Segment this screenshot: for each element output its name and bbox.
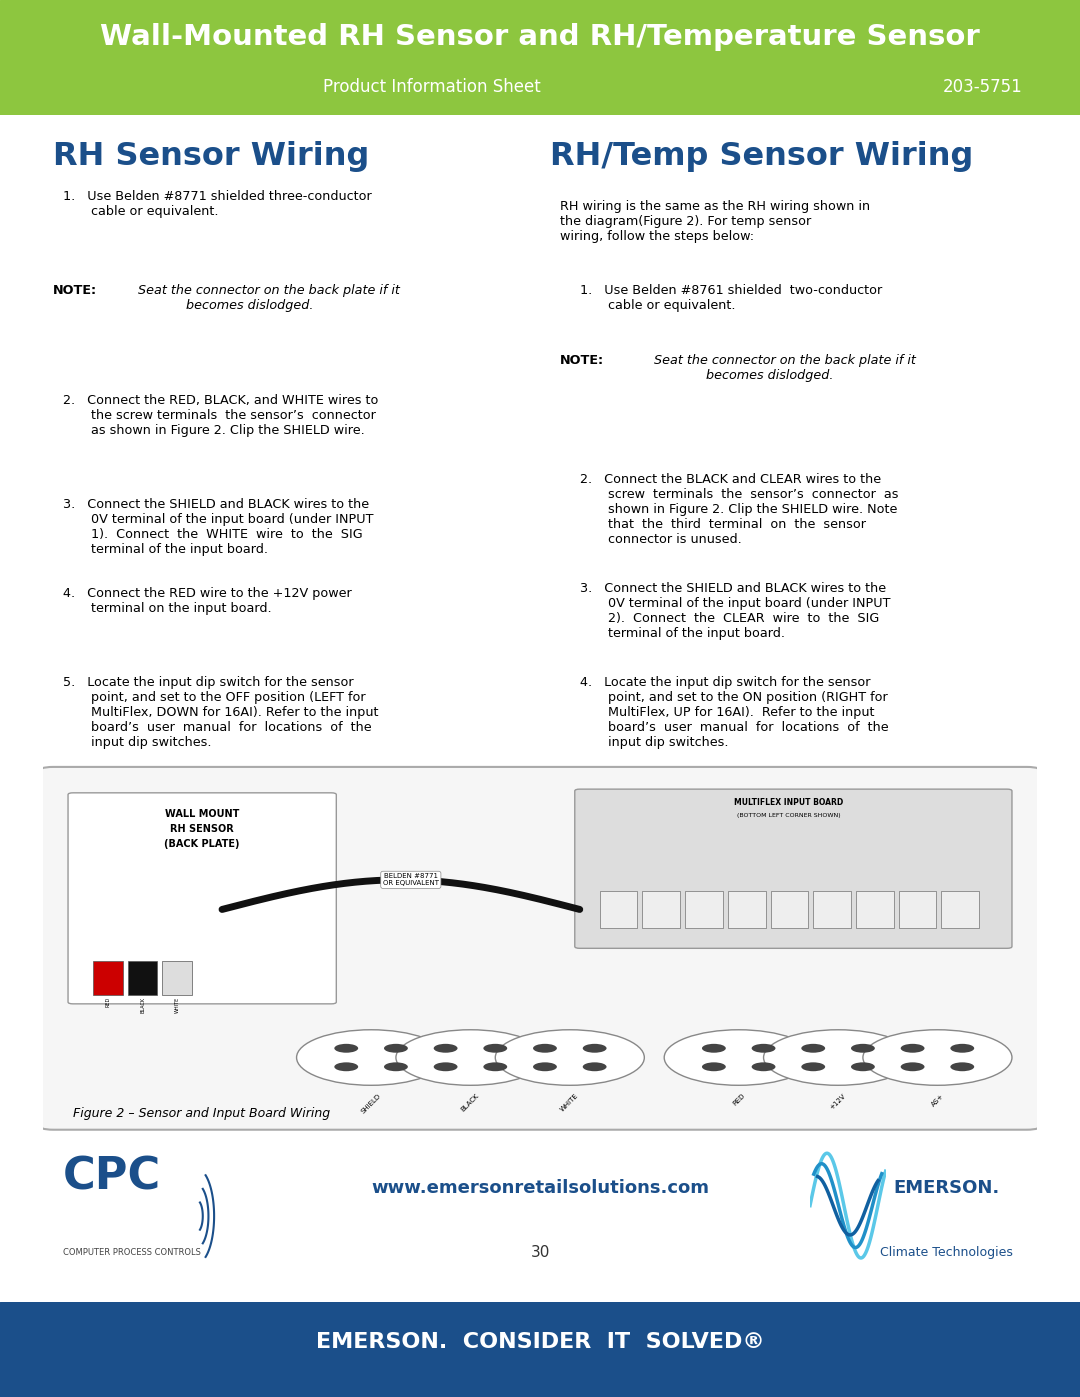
- Bar: [599, 891, 637, 928]
- Text: CPC: CPC: [63, 1155, 161, 1199]
- Text: 3.   Connect the SHIELD and BLACK wires to the
       0V terminal of the input b: 3. Connect the SHIELD and BLACK wires to…: [63, 497, 374, 556]
- Circle shape: [484, 1044, 508, 1053]
- Text: Figure 2 – Sensor and Input Board Wiring: Figure 2 – Sensor and Input Board Wiring: [73, 1108, 330, 1120]
- Text: BLACK: BLACK: [460, 1092, 481, 1113]
- Text: RED: RED: [105, 996, 110, 1007]
- Circle shape: [863, 1030, 1012, 1085]
- Text: SHIELD: SHIELD: [360, 1092, 382, 1115]
- Circle shape: [583, 1062, 607, 1071]
- Bar: [770, 891, 808, 928]
- Circle shape: [396, 1030, 545, 1085]
- Bar: [127, 961, 158, 995]
- Circle shape: [901, 1044, 924, 1053]
- Text: WALL MOUNT: WALL MOUNT: [165, 809, 240, 820]
- Text: NOTE:: NOTE:: [53, 285, 97, 298]
- Text: 4.   Connect the RED wire to the +12V power
       terminal on the input board.: 4. Connect the RED wire to the +12V powe…: [63, 587, 352, 615]
- Circle shape: [434, 1062, 458, 1071]
- Text: 30: 30: [530, 1245, 550, 1260]
- Text: WHITE: WHITE: [175, 996, 180, 1013]
- Text: 2.   Connect the BLACK and CLEAR wires to the
       screw  terminals  the  sens: 2. Connect the BLACK and CLEAR wires to …: [580, 474, 899, 546]
- Circle shape: [950, 1062, 974, 1071]
- Circle shape: [702, 1044, 726, 1053]
- Circle shape: [335, 1062, 359, 1071]
- Text: EMERSON.: EMERSON.: [893, 1179, 999, 1197]
- FancyBboxPatch shape: [68, 793, 336, 1004]
- Circle shape: [764, 1030, 913, 1085]
- Circle shape: [335, 1044, 359, 1053]
- Bar: [942, 891, 980, 928]
- Text: Wall-Mounted RH Sensor and RH/Temperature Sensor: Wall-Mounted RH Sensor and RH/Temperatur…: [100, 22, 980, 50]
- Bar: [643, 891, 680, 928]
- Circle shape: [851, 1044, 875, 1053]
- FancyBboxPatch shape: [38, 767, 1042, 1130]
- Circle shape: [950, 1044, 974, 1053]
- Text: NOTE:: NOTE:: [559, 353, 604, 367]
- Text: (BOTTOM LEFT CORNER SHOWN): (BOTTOM LEFT CORNER SHOWN): [737, 813, 840, 819]
- Circle shape: [534, 1044, 557, 1053]
- Circle shape: [496, 1030, 645, 1085]
- Circle shape: [801, 1062, 825, 1071]
- Text: 1.   Use Belden #8771 shielded three-conductor
       cable or equivalent.: 1. Use Belden #8771 shielded three-condu…: [63, 190, 372, 218]
- Text: 1.   Use Belden #8761 shielded  two-conductor
       cable or equivalent.: 1. Use Belden #8761 shielded two-conduct…: [580, 285, 882, 313]
- Bar: [685, 891, 723, 928]
- Circle shape: [384, 1062, 408, 1071]
- Circle shape: [434, 1044, 458, 1053]
- Text: RH Sensor Wiring: RH Sensor Wiring: [53, 141, 369, 172]
- Text: EMERSON.  CONSIDER  IT  SOLVED®: EMERSON. CONSIDER IT SOLVED®: [315, 1331, 765, 1352]
- Text: 4.   Locate the input dip switch for the sensor
       point, and set to the ON : 4. Locate the input dip switch for the s…: [580, 676, 889, 749]
- Text: RH wiring is the same as the RH wiring shown in
the diagram(Figure 2). For temp : RH wiring is the same as the RH wiring s…: [559, 200, 870, 243]
- Circle shape: [752, 1062, 775, 1071]
- Text: (BACK PLATE): (BACK PLATE): [164, 840, 240, 849]
- Circle shape: [901, 1062, 924, 1071]
- Text: 2.   Connect the RED, BLACK, and WHITE wires to
       the screw terminals  the : 2. Connect the RED, BLACK, and WHITE wir…: [63, 394, 378, 436]
- Circle shape: [583, 1044, 607, 1053]
- Text: COMPUTER PROCESS CONTROLS: COMPUTER PROCESS CONTROLS: [63, 1248, 201, 1256]
- Text: www.emersonretailsolutions.com: www.emersonretailsolutions.com: [372, 1179, 708, 1197]
- Circle shape: [664, 1030, 813, 1085]
- Circle shape: [702, 1062, 726, 1071]
- Bar: [728, 891, 766, 928]
- Text: RH/Temp Sensor Wiring: RH/Temp Sensor Wiring: [550, 141, 973, 172]
- Text: WHITE: WHITE: [559, 1092, 580, 1113]
- FancyBboxPatch shape: [575, 789, 1012, 949]
- Bar: [93, 961, 123, 995]
- Circle shape: [297, 1030, 446, 1085]
- Text: RED: RED: [731, 1092, 746, 1106]
- Text: +12V: +12V: [829, 1092, 847, 1111]
- Text: Seat the connector on the back plate if it
            becomes dislodged.: Seat the connector on the back plate if …: [137, 285, 400, 313]
- Circle shape: [851, 1062, 875, 1071]
- Circle shape: [801, 1044, 825, 1053]
- Text: AS+: AS+: [930, 1092, 945, 1108]
- Text: 203-5751: 203-5751: [943, 78, 1023, 96]
- Bar: [856, 891, 894, 928]
- Text: BLACK: BLACK: [140, 996, 145, 1013]
- Text: Seat the connector on the back plate if it
             becomes dislodged.: Seat the connector on the back plate if …: [654, 353, 916, 381]
- Text: 3.   Connect the SHIELD and BLACK wires to the
       0V terminal of the input b: 3. Connect the SHIELD and BLACK wires to…: [580, 583, 890, 640]
- Circle shape: [752, 1044, 775, 1053]
- Text: BELDEN #8771
OR EQUIVALENT: BELDEN #8771 OR EQUIVALENT: [382, 873, 438, 886]
- Text: RH SENSOR: RH SENSOR: [171, 824, 234, 834]
- Circle shape: [484, 1062, 508, 1071]
- Circle shape: [384, 1044, 408, 1053]
- Text: Product Information Sheet: Product Information Sheet: [323, 78, 541, 96]
- Text: MULTIFLEX INPUT BOARD: MULTIFLEX INPUT BOARD: [733, 799, 843, 807]
- Bar: [899, 891, 936, 928]
- Text: 5.   Locate the input dip switch for the sensor
       point, and set to the OFF: 5. Locate the input dip switch for the s…: [63, 676, 379, 749]
- Bar: [162, 961, 192, 995]
- Text: Climate Technologies: Climate Technologies: [879, 1246, 1013, 1259]
- Bar: [813, 891, 851, 928]
- Circle shape: [534, 1062, 557, 1071]
